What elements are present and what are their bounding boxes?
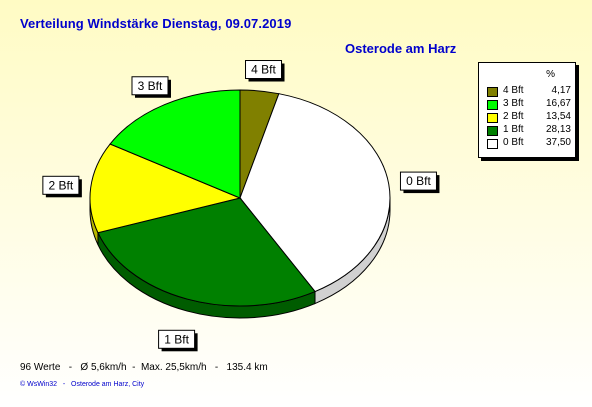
legend-item: 0 Bft 37,50	[487, 137, 571, 149]
legend-value: 37,50	[545, 137, 571, 148]
pie-slice-1-bft	[97, 197, 316, 307]
slice-label-2-bft: 2 Bft	[49, 178, 74, 192]
legend-header: %	[546, 69, 555, 80]
legend-value: 16,67	[545, 98, 571, 109]
legend-label: 4 Bft	[503, 85, 524, 96]
pie-slice-2-bft	[89, 143, 242, 234]
slice-label-box	[245, 60, 283, 80]
legend-value: 13,54	[545, 111, 571, 122]
legend-value: 4,17	[551, 85, 571, 96]
slice-labels: 4 Bft 0 Bft 1 Bft 2 Bft 3 Bft	[42, 60, 440, 352]
pie-slices	[89, 89, 391, 307]
legend-swatch	[487, 126, 498, 136]
slice-label-box	[42, 175, 80, 195]
legend-swatch	[487, 113, 498, 123]
legend-value: 28,13	[545, 124, 571, 135]
chart-title: Verteilung Windstärke Dienstag, 09.07.20…	[20, 16, 292, 31]
legend-item: 3 Bft 16,67	[487, 98, 571, 110]
pie-slice-3-bft	[109, 89, 241, 199]
slice-label-3-bft: 3 Bft	[138, 79, 163, 93]
legend-item: 2 Bft 13,54	[487, 111, 571, 123]
slice-label-box	[399, 171, 437, 191]
slice-label-1-bft: 1 Bft	[164, 332, 189, 346]
legend-item: 1 Bft 28,13	[487, 124, 571, 136]
slice-label-box	[131, 76, 169, 96]
chart-legend: % 4 Bft 4,17 3 Bft 16,67 2 Bft 13,54 1 Bft 28,1…	[478, 62, 576, 158]
chart-credit: © WsWin32 - Osterode am Harz, City	[20, 381, 145, 388]
chart-location: Osterode am Harz	[345, 41, 457, 56]
legend-label: 2 Bft	[503, 111, 524, 122]
slice-label-box	[158, 329, 196, 349]
pie-slice-0-bft	[239, 93, 391, 293]
chart-footer-stats: 96 Werte - Ø 5,6km/h - Max. 25,5km/h - 1…	[20, 362, 268, 373]
legend-label: 3 Bft	[503, 98, 524, 109]
slice-label-4-bft: 4 Bft	[251, 63, 276, 77]
legend-swatch	[487, 139, 498, 149]
legend-item: 4 Bft 4,17	[487, 85, 571, 97]
legend-label: 0 Bft	[503, 137, 524, 148]
slice-label-0-bft: 0 Bft	[406, 174, 431, 188]
legend-label: 1 Bft	[503, 124, 524, 135]
legend-swatch	[487, 100, 498, 110]
legend-swatch	[487, 87, 498, 97]
